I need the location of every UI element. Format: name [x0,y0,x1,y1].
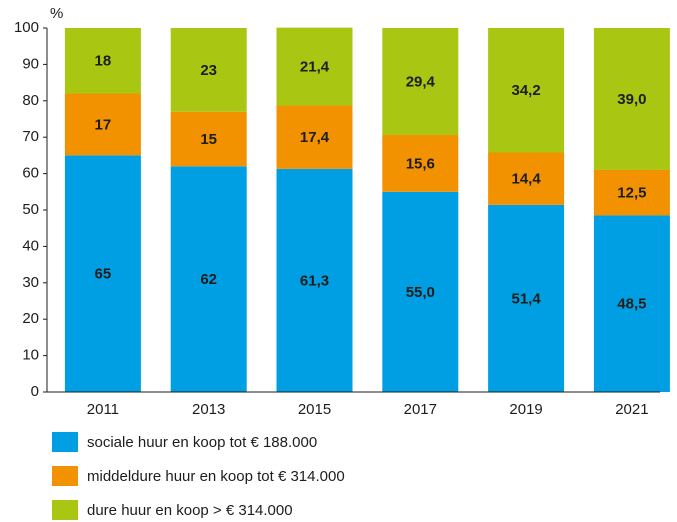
legend-swatch [52,432,78,452]
data-label: 21,4 [300,59,330,76]
data-label: 12,5 [617,185,646,202]
data-label: 17 [95,116,112,133]
bar-segment [64,155,141,392]
bar-segment [64,93,141,156]
y-tick-label: 40 [22,237,39,254]
bar-segment [382,135,459,192]
bar-segment [170,166,247,392]
legend-label: sociale huur en koop tot € 188.000 [87,434,317,451]
y-axis-label: % [50,5,63,22]
legend-swatch [52,500,78,520]
x-tick-label: 2017 [404,401,437,418]
bar-segment [382,28,459,136]
y-tick-label: 20 [22,310,39,327]
x-tick-label: 2011 [87,401,119,418]
y-tick-label: 90 [22,55,39,72]
bar-segment [488,152,565,205]
x-tick-label: 2015 [298,401,331,418]
bar-segment [488,28,565,153]
data-label: 29,4 [406,73,436,90]
y-tick-label: 0 [31,383,39,400]
bar-segment [488,204,565,392]
bar-segment [382,191,459,392]
data-label: 39,0 [617,91,646,108]
bar-segment [170,28,247,112]
y-tick-label: 80 [22,92,39,109]
legend-swatch [52,466,78,486]
y-tick-label: 10 [22,347,39,364]
bar-segment [593,28,670,170]
bar-segment [64,28,141,94]
y-tick-label: 70 [22,128,39,145]
data-label: 15 [200,131,217,148]
data-label: 15,6 [406,155,435,172]
data-label: 18 [95,53,112,70]
data-label: 48,5 [617,296,646,313]
data-label: 23 [200,62,217,79]
x-tick-label: 2021 [615,401,648,418]
data-label: 55,0 [406,284,435,301]
data-label: 17,4 [300,129,330,146]
y-tick-label: 50 [22,201,39,218]
legend-label: dure huur en koop > € 314.000 [87,502,293,519]
data-label: 14,4 [511,171,541,188]
y-tick-label: 60 [22,165,39,182]
bar-segment [593,215,670,392]
y-tick-label: 30 [22,274,39,291]
bar-segment [276,168,353,392]
x-tick-label: 2013 [192,401,225,418]
data-label: 34,2 [511,82,540,99]
bar-segment [170,111,247,167]
data-label: 62 [200,271,217,288]
data-label: 51,4 [511,290,541,307]
y-tick-label: 100 [14,19,39,36]
bar-segment [276,27,353,106]
x-tick-label: 2019 [509,401,542,418]
data-label: 65 [95,266,112,283]
legend-label: middeldure huur en koop tot € 314.000 [87,468,345,485]
data-label: 61,3 [300,272,329,289]
bar-segment [276,105,353,169]
bar-segment [593,169,670,216]
